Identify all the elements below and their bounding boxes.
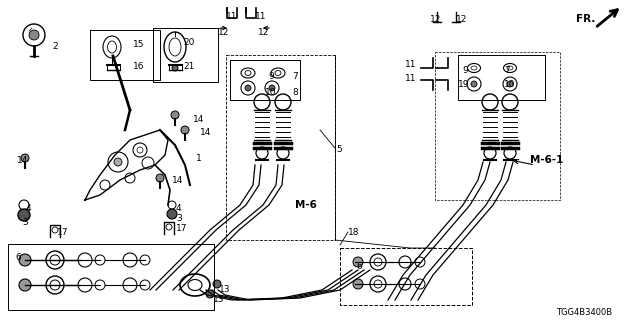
Circle shape — [245, 85, 251, 91]
Circle shape — [353, 257, 363, 267]
Text: 15: 15 — [133, 40, 145, 49]
Text: 11: 11 — [405, 74, 417, 83]
Text: TGG4B3400B: TGG4B3400B — [556, 308, 612, 317]
Text: 11: 11 — [405, 60, 417, 69]
Text: 14: 14 — [17, 156, 28, 165]
Text: 7: 7 — [504, 66, 509, 75]
Text: 6: 6 — [15, 253, 20, 262]
Text: 6: 6 — [356, 262, 362, 271]
Text: 18: 18 — [348, 228, 360, 237]
Text: 13: 13 — [219, 285, 230, 294]
Text: 19: 19 — [458, 80, 470, 89]
Text: 16: 16 — [133, 62, 145, 71]
Text: 10: 10 — [504, 80, 515, 89]
Circle shape — [171, 111, 179, 119]
Text: 13: 13 — [213, 295, 225, 304]
Text: 3: 3 — [22, 218, 28, 227]
Circle shape — [19, 254, 31, 266]
Text: 9: 9 — [462, 66, 468, 75]
Text: 12: 12 — [218, 28, 229, 37]
Circle shape — [471, 81, 477, 87]
Text: 11: 11 — [226, 12, 237, 21]
Text: 8: 8 — [292, 88, 298, 97]
Text: 21: 21 — [183, 62, 195, 71]
Text: 12: 12 — [456, 15, 467, 24]
Text: 14: 14 — [172, 176, 184, 185]
Text: 20: 20 — [183, 38, 195, 47]
Circle shape — [21, 154, 29, 162]
Circle shape — [172, 65, 178, 71]
Text: 17: 17 — [57, 228, 68, 237]
Circle shape — [269, 85, 275, 91]
Text: 5: 5 — [336, 145, 342, 154]
Text: 4: 4 — [26, 204, 31, 213]
Text: 17: 17 — [176, 224, 188, 233]
Circle shape — [167, 209, 177, 219]
Text: 2: 2 — [52, 42, 58, 51]
Circle shape — [213, 280, 221, 288]
Text: 11: 11 — [255, 12, 266, 21]
Circle shape — [156, 174, 164, 182]
Circle shape — [114, 158, 122, 166]
Circle shape — [18, 209, 30, 221]
Circle shape — [19, 279, 31, 291]
Text: M-6-1: M-6-1 — [530, 155, 563, 165]
Text: 1: 1 — [196, 154, 202, 163]
Text: 12: 12 — [430, 15, 442, 24]
Circle shape — [206, 290, 214, 298]
Circle shape — [29, 30, 39, 40]
Circle shape — [353, 279, 363, 289]
Text: FR.: FR. — [576, 14, 595, 24]
Text: 10: 10 — [265, 88, 276, 97]
Text: 14: 14 — [200, 128, 211, 137]
Circle shape — [507, 81, 513, 87]
Text: 12: 12 — [258, 28, 269, 37]
Circle shape — [181, 126, 189, 134]
Text: 4: 4 — [176, 204, 182, 213]
Text: M-6: M-6 — [295, 200, 317, 210]
Text: 3: 3 — [176, 214, 182, 223]
Text: 7: 7 — [292, 72, 298, 81]
Text: 9: 9 — [268, 72, 274, 81]
Text: 14: 14 — [193, 115, 204, 124]
